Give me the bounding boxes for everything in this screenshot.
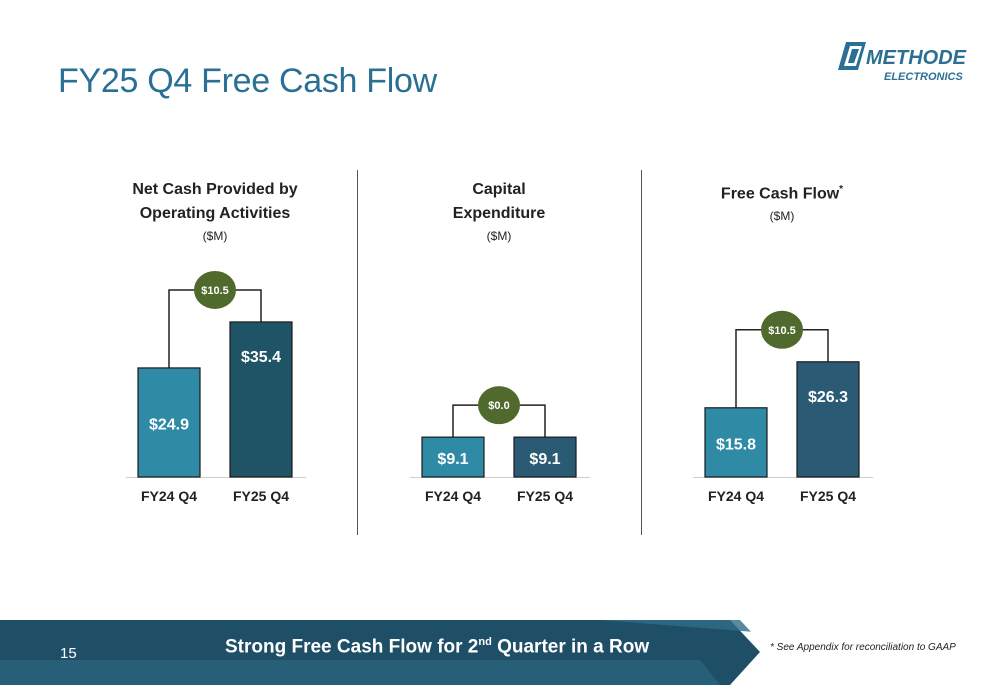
bar-fy25-q4 bbox=[513, 436, 577, 478]
panel-divider-1 bbox=[357, 170, 358, 535]
delta-label: $10.5 bbox=[201, 285, 229, 297]
bar-fy24-q4 bbox=[421, 436, 485, 478]
footer-band bbox=[0, 620, 1000, 685]
chart-title: Net Cash Provided by Operating Activitie… bbox=[90, 178, 340, 246]
logo-m-icon bbox=[838, 42, 866, 70]
chart-title-line1: Net Cash Provided by bbox=[132, 181, 298, 198]
delta-label: $10.5 bbox=[768, 325, 796, 337]
x-tick-label: FY24 Q4 bbox=[425, 488, 481, 504]
bar-fy25-q4 bbox=[229, 321, 293, 478]
chart-operating-cash: Net Cash Provided by Operating Activitie… bbox=[90, 170, 340, 520]
x-tick-label: FY25 Q4 bbox=[800, 488, 856, 504]
bar-fy24-q4 bbox=[704, 407, 768, 478]
chart-capex: Capital Expenditure ($M) $9.1 FY24 Q4 $9.1… bbox=[374, 170, 624, 520]
delta-bubble bbox=[478, 386, 520, 425]
x-tick-label: FY25 Q4 bbox=[233, 488, 289, 504]
bar-fy25-q4 bbox=[796, 361, 860, 478]
x-tick-label: FY24 Q4 bbox=[141, 488, 197, 504]
chart-title-line1: Free Cash Flow bbox=[720, 185, 840, 203]
delta-label: $0.0 bbox=[488, 400, 509, 412]
chart-title: Free Cash Flow* ($M) bbox=[657, 178, 907, 226]
chart-title-line2: Operating Activities bbox=[139, 205, 291, 222]
tagline-superscript: nd bbox=[478, 636, 492, 648]
chart-unit: ($M) bbox=[769, 209, 795, 224]
bar-fy24-q4 bbox=[137, 367, 201, 478]
page-number: 15 bbox=[60, 645, 77, 662]
delta-bubble bbox=[761, 310, 803, 349]
chart-svg: $15.8 FY24 Q4 $26.3 FY25 Q4 $10.5 bbox=[693, 310, 873, 504]
tagline-part2: Quarter in a Row bbox=[491, 636, 650, 658]
tagline-part1: Strong Free Cash Flow for 2 bbox=[225, 636, 479, 658]
bar-value-label: $35.4 bbox=[241, 349, 281, 366]
chart-svg: $24.9 FY24 Q4 $35.4 FY25 Q4 $10.5 bbox=[126, 270, 306, 504]
panel-divider-2 bbox=[641, 170, 642, 535]
chart-title-line2: Expenditure bbox=[452, 205, 546, 222]
bar-value-label: $15.8 bbox=[716, 436, 756, 453]
chart-svg: $9.1 FY24 Q4 $9.1 FY25 Q4 $0.0 bbox=[410, 386, 590, 504]
chart-title-asterisk: * bbox=[839, 184, 844, 195]
logo-word-electronics: ELECTRONICS bbox=[884, 71, 964, 83]
bar-value-label: $9.1 bbox=[437, 451, 468, 468]
chart-unit: ($M) bbox=[486, 229, 512, 243]
bar-value-label: $26.3 bbox=[808, 389, 848, 406]
chart-title-line1: Capital bbox=[472, 181, 526, 198]
footer-tagline: Strong Free Cash Flow for 2nd Quarter in… bbox=[225, 636, 649, 658]
logo-word-methode: METHODE bbox=[866, 47, 967, 69]
bar-value-label: $24.9 bbox=[149, 416, 189, 433]
x-tick-label: FY24 Q4 bbox=[708, 488, 764, 504]
footnote: * See Appendix for reconciliation to GAA… bbox=[770, 642, 956, 653]
chart-title: Capital Expenditure ($M) bbox=[374, 178, 624, 246]
chart-free-cash-flow: Free Cash Flow* ($M) $15.8 FY24 Q4 $26.3 FY… bbox=[657, 170, 907, 520]
delta-bubble bbox=[194, 270, 236, 309]
x-tick-label: FY25 Q4 bbox=[517, 488, 573, 504]
page-title: FY25 Q4 Free Cash Flow bbox=[58, 62, 437, 100]
methode-logo: METHODE ELECTRONICS bbox=[838, 42, 967, 83]
chart-unit: ($M) bbox=[202, 229, 228, 243]
bar-value-label: $9.1 bbox=[529, 451, 560, 468]
